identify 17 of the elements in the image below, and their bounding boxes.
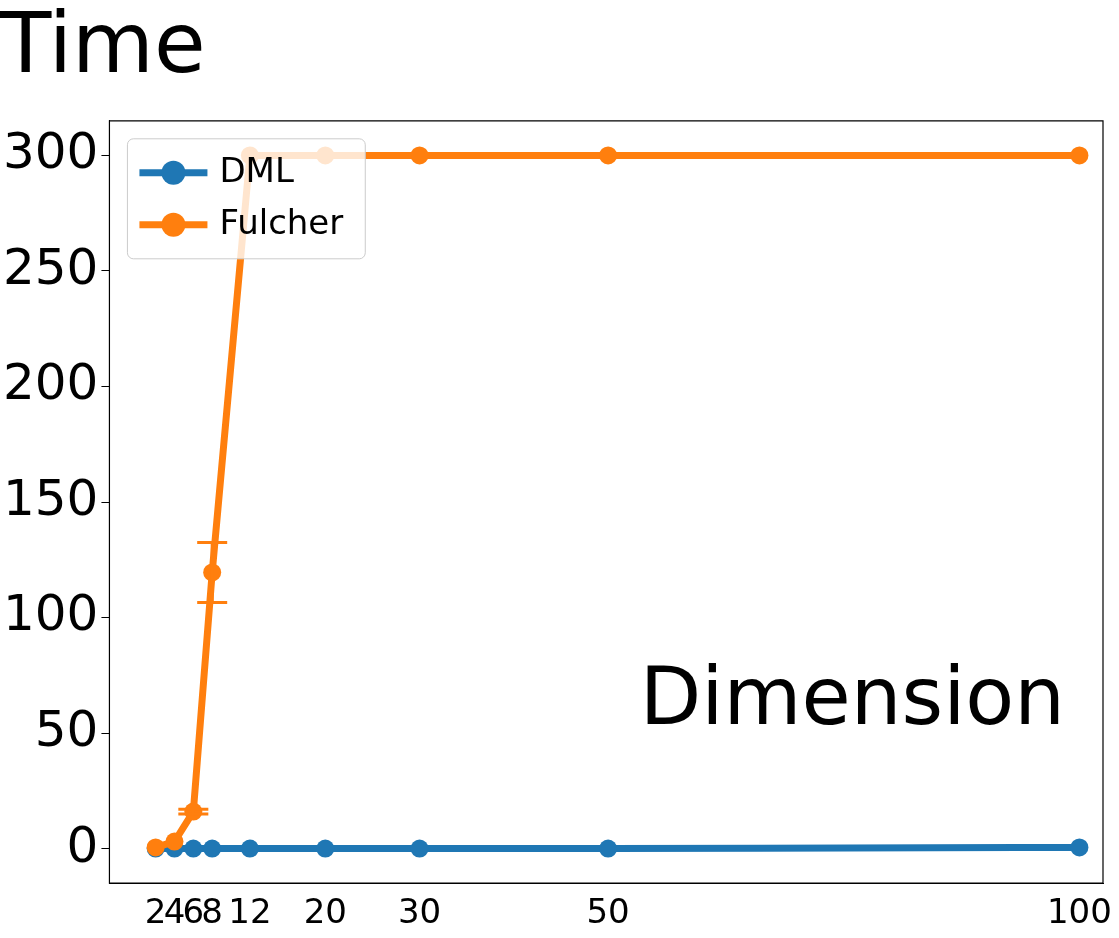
x-tick-label: 30 <box>397 891 442 932</box>
y-tick-label: 300 <box>3 122 99 181</box>
y-tick-label: 50 <box>34 700 99 759</box>
x-tick-label: 50 <box>586 891 630 932</box>
y-tick-label: 0 <box>66 815 99 874</box>
x-tick-label: 12 <box>228 891 272 932</box>
legend-label: DML <box>219 149 294 190</box>
x-tick-label: 100 <box>1046 891 1112 932</box>
annotation: Dimension <box>639 649 1065 743</box>
y-tick-label: 200 <box>3 353 99 412</box>
y-tick-label: 150 <box>3 468 99 527</box>
legend-label: Fulcher <box>219 201 344 242</box>
x-tick-label: 8 <box>201 891 224 932</box>
y-tick-label: 100 <box>3 584 99 643</box>
x-tick-label: 4 <box>163 891 186 932</box>
y-tick-label: 250 <box>3 237 99 296</box>
x-tick-label: 20 <box>303 891 347 932</box>
